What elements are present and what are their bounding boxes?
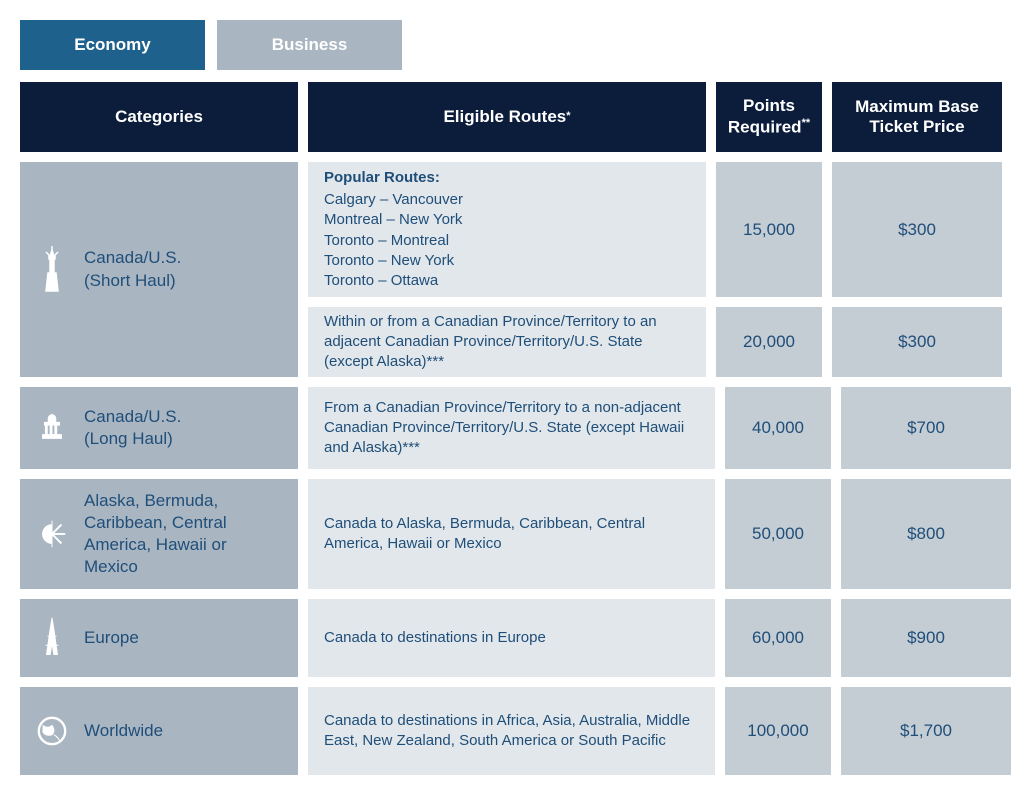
price-cell: $300 [832,307,1002,377]
points-cell: 15,000 [716,162,822,297]
points-cell: 20,000 [716,307,822,377]
header-routes-sup: * [566,110,570,123]
tab-business[interactable]: Business [217,20,402,70]
route-cell: Canada to Alaska, Bermuda, Caribbean, Ce… [308,479,715,589]
header-price-l2: Ticket Price [869,117,964,136]
header-points: Points Required** [716,82,822,152]
route-cell: Within or from a Canadian Province/Terri… [308,307,706,377]
header-categories: Categories [20,82,298,152]
points-cell: 60,000 [725,599,831,677]
popular-routes-list: Calgary – Vancouver Montreal – New York … [324,190,690,291]
price-cell: $800 [841,479,1011,589]
table-row: Canada/U.S. (Long Haul) From a Canadian … [20,387,1011,469]
statue-of-liberty-icon [34,246,70,294]
category-cell-long-haul: Canada/U.S. (Long Haul) [20,387,298,469]
price-cell: $300 [832,162,1002,297]
category-label: Europe [84,627,139,649]
category-cell-short-haul: Canada/U.S. (Short Haul) [20,162,298,377]
category-label: Canada/U.S. (Long Haul) [84,406,181,450]
header-price-l1: Maximum Base [855,97,979,116]
eiffel-tower-icon [34,614,70,662]
header-price: Maximum Base Ticket Price [832,82,1002,152]
table-header-row: Categories Eligible Routes* Points Requi… [20,82,1011,152]
route-cell: Canada to destinations in Europe [308,599,715,677]
globe-icon [34,707,70,755]
category-cell-alaska: Alaska, Bermuda, Caribbean, Central Amer… [20,479,298,589]
table-row: Alaska, Bermuda, Caribbean, Central Amer… [20,479,1011,589]
table-row: Worldwide Canada to destinations in Afri… [20,687,1011,775]
route-text: Canada to destinations in Europe [324,628,699,648]
category-cell-europe: Europe [20,599,298,677]
route-text: Canada to Alaska, Bermuda, Caribbean, Ce… [324,514,699,555]
route-text: Canada to destinations in Africa, Asia, … [324,711,699,752]
capitol-icon [34,404,70,452]
category-cell-worldwide: Worldwide [20,687,298,775]
price-cell: $900 [841,599,1011,677]
tab-economy[interactable]: Economy [20,20,205,70]
points-cell: 100,000 [725,687,831,775]
table-row: Canada/U.S. (Short Haul) Popular Routes:… [20,162,1011,377]
category-label: Alaska, Bermuda, Caribbean, Central Amer… [84,490,284,578]
route-cell: Popular Routes: Calgary – Vancouver Mont… [308,162,706,297]
points-cell: 40,000 [725,387,831,469]
tab-bar: Economy Business [20,20,1011,70]
header-points-l1: Points [743,96,795,115]
header-points-l2: Required [728,117,802,136]
route-text: From a Canadian Province/Territory to a … [324,398,699,459]
sun-snow-icon [34,510,70,558]
popular-routes-title: Popular Routes: [324,168,690,188]
points-cell: 50,000 [725,479,831,589]
route-cell: Canada to destinations in Africa, Asia, … [308,687,715,775]
category-label: Canada/U.S. (Short Haul) [84,247,181,291]
price-cell: $1,700 [841,687,1011,775]
category-label: Worldwide [84,720,163,742]
table-row: Europe Canada to destinations in Europe … [20,599,1011,677]
header-routes: Eligible Routes* [308,82,706,152]
header-points-sup: ** [802,117,811,129]
route-text: Within or from a Canadian Province/Terri… [324,312,690,373]
price-cell: $700 [841,387,1011,469]
route-cell: From a Canadian Province/Territory to a … [308,387,715,469]
header-routes-label: Eligible Routes [443,107,566,127]
